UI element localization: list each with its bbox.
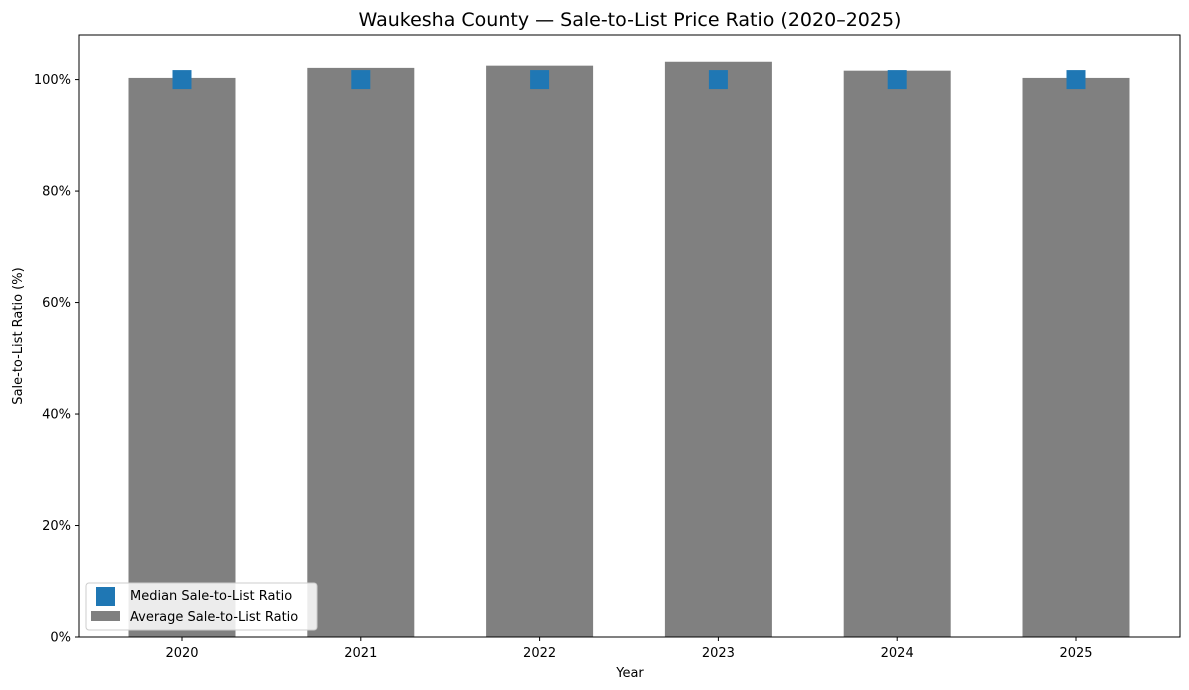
x-tick-label: 2022 [523, 646, 556, 661]
median-marker-2025 [1066, 70, 1086, 90]
median-marker-2023 [708, 70, 728, 90]
median-marker-2020 [172, 70, 192, 90]
legend-label-median: Median Sale-to-List Ratio [130, 589, 292, 604]
bar-2021 [307, 67, 415, 638]
markers-layer [172, 70, 1086, 90]
y-tick-label: 0% [50, 631, 71, 646]
legend-box [85, 582, 318, 631]
bar-2025 [1022, 77, 1130, 638]
legend-swatch-average [91, 611, 120, 621]
median-marker-2024 [887, 70, 907, 90]
median-marker-2021 [351, 70, 371, 90]
chart-title: Waukesha County — Sale-to-List Price Rat… [359, 9, 902, 31]
y-tick-label: 100% [34, 73, 71, 88]
x-tick-label: 2020 [165, 646, 198, 661]
median-marker-2022 [530, 70, 550, 90]
y-tick-label: 20% [42, 519, 71, 534]
bars-layer [128, 61, 1130, 638]
x-tick-label: 2025 [1059, 646, 1092, 661]
bar-2020 [128, 77, 236, 638]
y-axis: 0% 20% 40% 60% 80% 100% [34, 73, 79, 646]
bar-2024 [843, 70, 951, 637]
x-axis: 2020 2021 2022 2023 2024 2025 [165, 637, 1093, 661]
y-tick-label: 60% [42, 296, 71, 311]
y-tick-label: 80% [42, 185, 71, 200]
legend-swatch-median [96, 587, 115, 606]
x-tick-label: 2024 [881, 646, 914, 661]
x-tick-label: 2021 [344, 646, 377, 661]
bar-2023 [664, 61, 772, 637]
x-tick-label: 2023 [702, 646, 735, 661]
legend-label-average: Average Sale-to-List Ratio [130, 610, 298, 625]
x-axis-label: Year [615, 666, 644, 681]
legend: Median Sale-to-List Ratio Average Sale-to… [85, 582, 318, 631]
y-axis-label: Sale-to-List Ratio (%) [11, 267, 26, 404]
plot-frame [78, 34, 1181, 638]
bar-2022 [486, 65, 594, 637]
y-tick-label: 40% [42, 408, 71, 423]
